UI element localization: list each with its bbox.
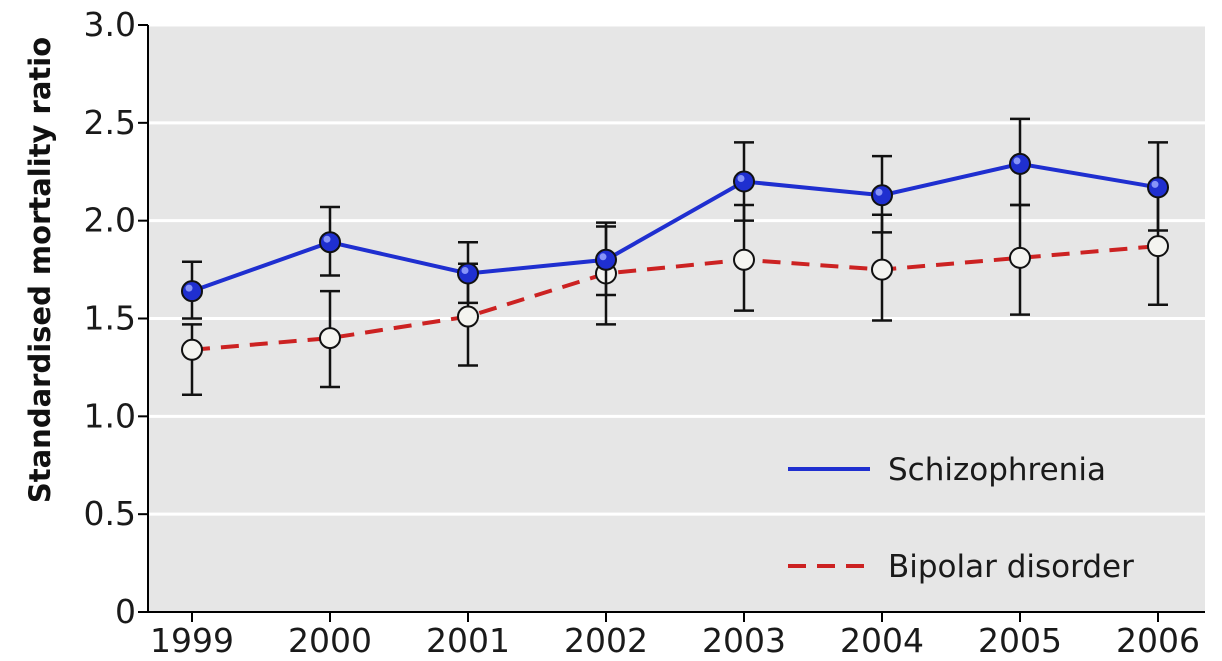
data-point-schizophrenia bbox=[457, 262, 479, 285]
data-point-highlight-schizophrenia bbox=[461, 266, 469, 274]
x-tick-label: 1999 bbox=[150, 621, 234, 660]
x-tick-label: 2001 bbox=[426, 621, 510, 660]
x-tick-label: 2005 bbox=[978, 621, 1062, 660]
series-line-bipolar-disorder bbox=[191, 244, 1159, 352]
y-tick-label: 1.5 bbox=[84, 299, 136, 338]
x-tick-label: 2004 bbox=[840, 621, 924, 660]
data-point-highlight-schizophrenia bbox=[323, 235, 331, 243]
y-axis-ticks: 0 0.5 1.0 1.5 2.0 2.5 3.0 bbox=[84, 5, 148, 631]
x-axis-ticks: 1999 2000 2001 2002 2003 2004 2005 2006 bbox=[150, 612, 1200, 660]
series-layer bbox=[181, 117, 1169, 397]
data-point-bipolar-disorder bbox=[1009, 246, 1031, 269]
y-tick-label: 3.0 bbox=[84, 5, 136, 44]
x-tick-label: 2006 bbox=[1116, 621, 1200, 660]
data-point-schizophrenia bbox=[181, 280, 203, 303]
y-tick-label: 0 bbox=[115, 592, 136, 631]
legend-label-schizophrenia: Schizophrenia bbox=[888, 452, 1106, 488]
series-schizophrenia bbox=[181, 117, 1169, 320]
data-point-schizophrenia bbox=[1009, 152, 1031, 175]
y-axis-label: Standardised mortality ratio bbox=[23, 37, 57, 503]
data-point-highlight-schizophrenia bbox=[1013, 157, 1021, 165]
y-tick-label: 2.5 bbox=[84, 103, 136, 142]
data-point-highlight-schizophrenia bbox=[875, 188, 883, 196]
series-line-schizophrenia bbox=[191, 161, 1159, 293]
legend: Schizophrenia Bipolar disorder bbox=[788, 452, 1134, 585]
data-point-schizophrenia bbox=[319, 231, 341, 254]
data-point-bipolar-disorder bbox=[319, 327, 341, 350]
data-point-highlight-schizophrenia bbox=[185, 284, 193, 292]
data-point-bipolar-disorder bbox=[181, 338, 203, 361]
x-tick-label: 2002 bbox=[564, 621, 648, 660]
x-tick-label: 2003 bbox=[702, 621, 786, 660]
data-point-schizophrenia bbox=[1147, 176, 1169, 199]
data-point-highlight-schizophrenia bbox=[599, 253, 607, 261]
y-tick-label: 2.0 bbox=[84, 201, 136, 240]
data-point-bipolar-disorder bbox=[871, 258, 893, 281]
data-point-bipolar-disorder bbox=[733, 248, 755, 271]
x-tick-label: 2000 bbox=[288, 621, 372, 660]
data-point-bipolar-disorder bbox=[1147, 235, 1169, 258]
legend-label-bipolar-disorder: Bipolar disorder bbox=[888, 549, 1134, 585]
y-tick-label: 1.0 bbox=[84, 396, 136, 435]
data-point-schizophrenia bbox=[595, 248, 617, 271]
data-point-schizophrenia bbox=[871, 184, 893, 207]
data-point-highlight-schizophrenia bbox=[737, 175, 745, 183]
y-tick-label: 0.5 bbox=[84, 494, 136, 533]
data-point-bipolar-disorder bbox=[457, 305, 479, 328]
data-point-schizophrenia bbox=[733, 170, 755, 193]
data-point-highlight-schizophrenia bbox=[1151, 180, 1159, 188]
